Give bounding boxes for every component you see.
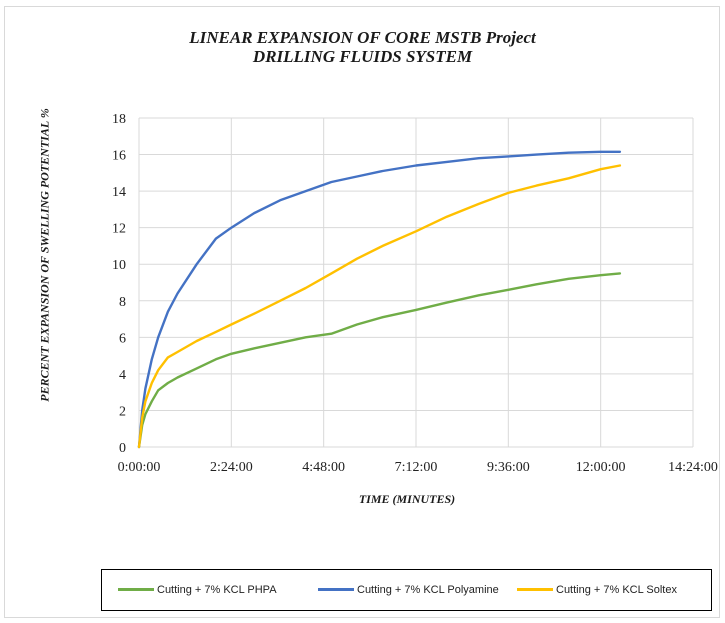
series-line-1 <box>137 150 622 449</box>
y-tick-label: 12 <box>112 222 126 237</box>
legend-swatch-soltex <box>517 587 553 591</box>
x-axis-label: TIME (MINUTES) <box>358 492 456 506</box>
x-tick-label: 12:00:00 <box>576 460 626 475</box>
y-tick-label: 10 <box>112 258 126 273</box>
y-tick-label: 4 <box>119 368 126 383</box>
x-tick-label: 14:24:00 <box>668 460 718 475</box>
x-tick-label: 2:24:00 <box>210 460 253 475</box>
chart-subtitle: DRILLING FLUIDS SYSTEM <box>252 47 473 66</box>
y-tick-label: 0 <box>119 441 126 456</box>
x-tick-label: 4:48:00 <box>302 460 345 475</box>
y-tick-label: 8 <box>119 295 126 310</box>
y-tick-label: 6 <box>119 331 126 346</box>
legend-label-polyamine: Cutting + 7% KCL Polyamine <box>357 584 499 596</box>
legend-item-soltex: Cutting + 7% KCL Soltex <box>517 583 677 597</box>
y-tick-label: 16 <box>112 149 126 164</box>
y-tick-label: 18 <box>112 112 126 127</box>
y-tick-label: 14 <box>112 185 126 200</box>
legend-swatch-polyamine <box>318 587 354 591</box>
y-tick-label: 2 <box>119 404 126 419</box>
series-line-0 <box>137 272 622 449</box>
legend: Cutting + 7% KCL PHPA Cutting + 7% KCL P… <box>101 569 712 611</box>
legend-label-soltex: Cutting + 7% KCL Soltex <box>556 584 677 596</box>
x-tick-label: 9:36:00 <box>487 460 530 475</box>
x-tick-label: 0:00:00 <box>118 460 161 475</box>
y-tick-labels: 0 2 4 6 8 10 12 14 16 18 <box>112 112 126 456</box>
chart-title: LINEAR EXPANSION OF CORE MSTB Project <box>189 28 536 47</box>
series-lines <box>137 150 622 449</box>
legend-item-phpa: Cutting + 7% KCL PHPA <box>118 583 277 597</box>
legend-swatch-phpa <box>118 587 154 591</box>
legend-label-phpa: Cutting + 7% KCL PHPA <box>157 584 277 596</box>
x-tick-labels: 0:00:00 2:24:00 4:48:00 7:12:00 9:36:00 12:00… <box>118 460 718 475</box>
x-tick-label: 7:12:00 <box>395 460 438 475</box>
legend-item-polyamine: Cutting + 7% KCL Polyamine <box>318 583 499 597</box>
series-line-2 <box>137 164 622 449</box>
